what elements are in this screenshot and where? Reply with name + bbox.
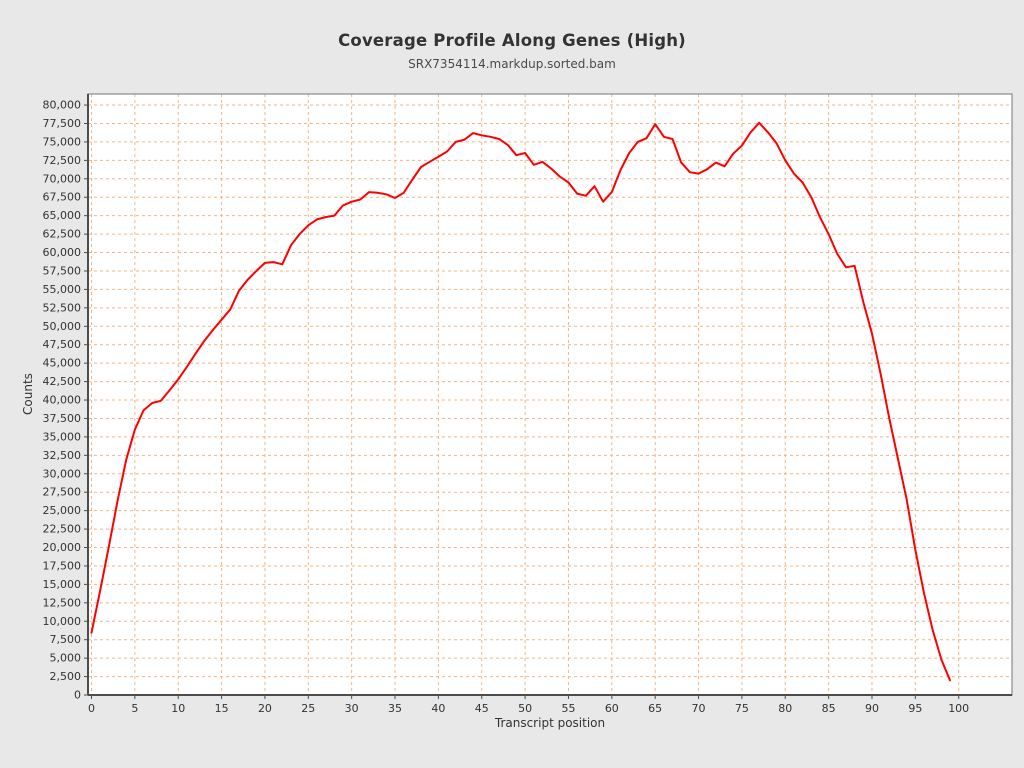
y-tick-label: 35,000 [43, 430, 82, 443]
x-tick-label: 55 [561, 702, 575, 715]
x-tick-label: 15 [215, 702, 229, 715]
y-tick-label: 75,000 [43, 135, 82, 148]
x-tick-label: 95 [908, 702, 922, 715]
x-tick-label: 75 [735, 702, 749, 715]
x-tick-label: 80 [778, 702, 792, 715]
y-tick-label: 80,000 [43, 99, 82, 112]
y-tick-label: 67,500 [43, 191, 82, 204]
y-tick-label: 57,500 [43, 264, 82, 277]
y-tick-label: 72,500 [43, 154, 82, 167]
y-tick-label: 2,500 [50, 670, 82, 683]
chart-subtitle: SRX7354114.markdup.sorted.bam [408, 57, 616, 71]
x-tick-label: 35 [388, 702, 402, 715]
plot-background [88, 94, 1012, 695]
y-tick-label: 30,000 [43, 467, 82, 480]
coverage-series [90, 121, 951, 682]
x-tick-label: 0 [88, 702, 95, 715]
x-tick-label: 50 [518, 702, 532, 715]
y-tick-label: 37,500 [43, 412, 82, 425]
x-tick-label: 30 [345, 702, 359, 715]
y-tick-label: 52,500 [43, 301, 82, 314]
y-tick-label: 45,000 [43, 357, 82, 370]
x-tick-label: 10 [171, 702, 185, 715]
y-tick-label: 65,000 [43, 209, 82, 222]
y-tick-label: 25,000 [43, 504, 82, 517]
chart-title: Coverage Profile Along Genes (High) [338, 31, 686, 50]
axis-lines-and-ticks [84, 94, 1012, 699]
tick-labels: 0 5 10 15 20 25 30 35 40 45 50 55 60 65 70 75 80 85 90 95 10… [43, 99, 970, 715]
x-tick-label: 65 [648, 702, 662, 715]
y-tick-label: 42,500 [43, 375, 82, 388]
y-tick-label: 77,500 [43, 117, 82, 130]
coverage-series-line [90, 121, 951, 682]
y-tick-label: 0 [74, 689, 81, 702]
y-tick-label: 15,000 [43, 578, 82, 591]
y-tick-label: 32,500 [43, 449, 82, 462]
y-tick-label: 10,000 [43, 615, 82, 628]
x-tick-label: 70 [692, 702, 706, 715]
x-tick-label: 90 [865, 702, 879, 715]
x-tick-label: 40 [431, 702, 445, 715]
y-tick-label: 22,500 [43, 523, 82, 536]
x-tick-label: 85 [822, 702, 836, 715]
y-tick-label: 7,500 [50, 633, 82, 646]
y-tick-label: 70,000 [43, 172, 82, 185]
x-tick-label: 5 [131, 702, 138, 715]
y-tick-label: 60,000 [43, 246, 82, 259]
y-axis-title: Counts [21, 373, 35, 415]
y-tick-label: 47,500 [43, 338, 82, 351]
y-tick-label: 20,000 [43, 541, 82, 554]
x-tick-label: 100 [948, 702, 969, 715]
x-tick-label: 60 [605, 702, 619, 715]
x-tick-label: 25 [301, 702, 315, 715]
x-tick-label: 20 [258, 702, 272, 715]
y-tick-label: 55,000 [43, 283, 82, 296]
y-tick-label: 17,500 [43, 559, 82, 572]
x-axis-title: Transcript position [494, 716, 605, 730]
y-tick-label: 5,000 [50, 652, 82, 665]
y-tick-label: 12,500 [43, 596, 82, 609]
x-tick-label: 45 [475, 702, 489, 715]
y-tick-label: 50,000 [43, 320, 82, 333]
y-tick-label: 27,500 [43, 486, 82, 499]
y-tick-label: 40,000 [43, 394, 82, 407]
y-tick-label: 62,500 [43, 228, 82, 241]
